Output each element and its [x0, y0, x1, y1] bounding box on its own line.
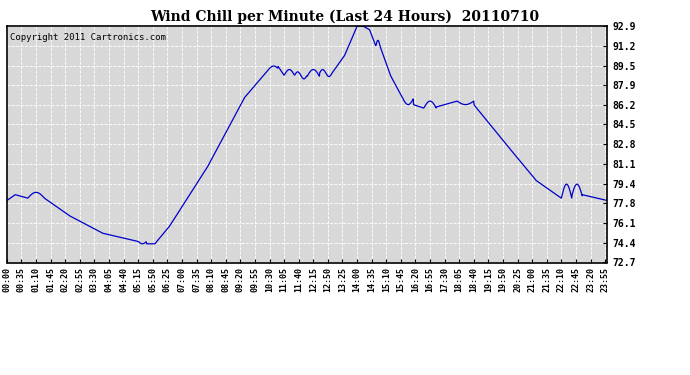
Text: Wind Chill per Minute (Last 24 Hours)  20110710: Wind Chill per Minute (Last 24 Hours) 20… — [150, 9, 540, 24]
Text: Copyright 2011 Cartronics.com: Copyright 2011 Cartronics.com — [10, 33, 166, 42]
